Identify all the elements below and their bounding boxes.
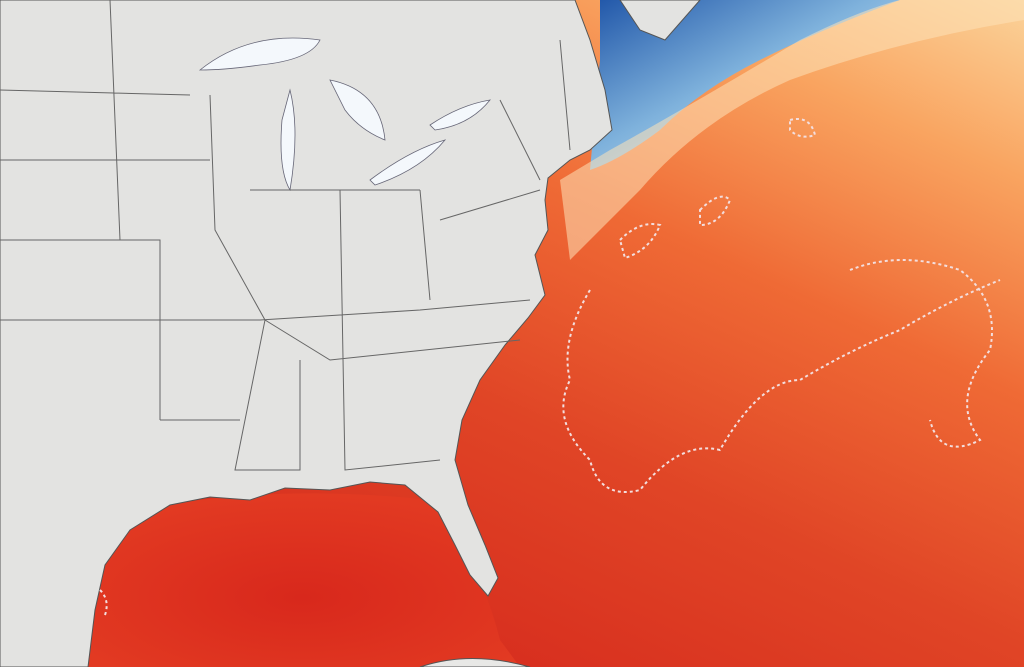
nova-scotia bbox=[619, 0, 701, 41]
lake-ontario bbox=[429, 99, 491, 131]
shelf-water bbox=[560, 0, 1024, 260]
lake-erie bbox=[369, 139, 447, 186]
land bbox=[0, 0, 613, 667]
lake-huron bbox=[329, 79, 386, 141]
great-lakes bbox=[198, 37, 491, 192]
cold-water bbox=[590, 0, 900, 170]
lake-superior bbox=[198, 37, 321, 71]
temperature-contour bbox=[99, 118, 1001, 616]
gulf-of-mexico bbox=[85, 493, 520, 667]
cuba bbox=[419, 658, 531, 667]
state-borders bbox=[0, 0, 571, 471]
